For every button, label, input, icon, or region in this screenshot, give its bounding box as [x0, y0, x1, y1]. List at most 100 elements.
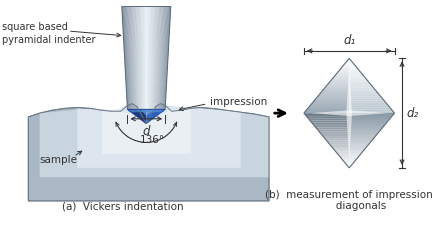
Polygon shape — [128, 6, 133, 109]
Polygon shape — [342, 66, 349, 67]
Polygon shape — [145, 6, 146, 109]
Polygon shape — [328, 142, 349, 144]
Polygon shape — [320, 133, 349, 135]
Polygon shape — [345, 62, 349, 64]
Polygon shape — [312, 122, 349, 124]
Polygon shape — [349, 164, 352, 166]
Polygon shape — [349, 159, 357, 161]
Polygon shape — [317, 95, 349, 97]
Polygon shape — [346, 60, 349, 62]
Polygon shape — [156, 6, 160, 109]
Polygon shape — [349, 162, 354, 164]
Polygon shape — [349, 110, 388, 116]
Polygon shape — [349, 89, 376, 91]
Polygon shape — [342, 159, 349, 161]
Polygon shape — [349, 119, 390, 120]
Polygon shape — [310, 120, 349, 122]
Polygon shape — [313, 124, 349, 126]
Polygon shape — [349, 133, 378, 135]
Polygon shape — [126, 6, 131, 109]
Polygon shape — [320, 91, 349, 93]
Polygon shape — [349, 128, 382, 130]
Polygon shape — [349, 77, 366, 79]
Polygon shape — [319, 93, 349, 95]
Polygon shape — [349, 139, 373, 140]
Polygon shape — [349, 140, 372, 142]
Polygon shape — [304, 113, 349, 115]
Polygon shape — [162, 6, 167, 109]
Polygon shape — [322, 89, 349, 91]
Polygon shape — [141, 109, 156, 116]
Polygon shape — [349, 64, 355, 66]
Polygon shape — [349, 155, 360, 157]
Polygon shape — [125, 6, 130, 109]
Polygon shape — [154, 6, 158, 109]
Polygon shape — [349, 108, 392, 109]
Polygon shape — [349, 82, 370, 84]
Polygon shape — [140, 6, 142, 109]
Polygon shape — [148, 6, 149, 109]
Polygon shape — [332, 148, 349, 150]
Polygon shape — [349, 144, 369, 146]
Polygon shape — [328, 82, 349, 84]
Polygon shape — [349, 157, 358, 159]
Polygon shape — [331, 79, 349, 80]
Polygon shape — [159, 6, 163, 109]
Polygon shape — [315, 99, 349, 100]
Polygon shape — [305, 109, 349, 111]
Polygon shape — [147, 6, 148, 109]
Polygon shape — [349, 58, 351, 60]
Polygon shape — [150, 6, 152, 109]
Polygon shape — [349, 100, 385, 102]
Polygon shape — [349, 148, 366, 150]
Polygon shape — [349, 104, 388, 106]
Polygon shape — [162, 6, 168, 109]
Polygon shape — [337, 71, 349, 73]
Text: d₂: d₂ — [407, 107, 419, 120]
Polygon shape — [349, 122, 387, 124]
Polygon shape — [142, 6, 144, 109]
Polygon shape — [349, 153, 361, 155]
Polygon shape — [143, 6, 144, 109]
Polygon shape — [349, 106, 390, 108]
Polygon shape — [349, 146, 367, 148]
Polygon shape — [349, 150, 364, 152]
Polygon shape — [348, 58, 349, 60]
Polygon shape — [336, 152, 349, 153]
Polygon shape — [315, 126, 349, 128]
Polygon shape — [163, 6, 169, 109]
Polygon shape — [343, 161, 349, 162]
Polygon shape — [349, 113, 395, 115]
Polygon shape — [148, 6, 150, 109]
Polygon shape — [334, 150, 349, 152]
Polygon shape — [324, 88, 349, 89]
Polygon shape — [349, 80, 369, 82]
Polygon shape — [133, 6, 137, 109]
Polygon shape — [349, 91, 378, 93]
Polygon shape — [349, 102, 387, 104]
Polygon shape — [308, 119, 349, 120]
Polygon shape — [349, 62, 354, 64]
Polygon shape — [349, 69, 360, 71]
Polygon shape — [316, 128, 349, 130]
Polygon shape — [131, 6, 135, 109]
Polygon shape — [127, 6, 133, 109]
Polygon shape — [158, 6, 162, 109]
Polygon shape — [317, 130, 349, 131]
Polygon shape — [124, 6, 130, 109]
Polygon shape — [349, 84, 372, 86]
Polygon shape — [102, 108, 190, 154]
Polygon shape — [137, 6, 139, 109]
Polygon shape — [312, 102, 349, 104]
Polygon shape — [349, 120, 388, 122]
Polygon shape — [319, 131, 349, 133]
Polygon shape — [136, 6, 139, 109]
Polygon shape — [132, 6, 136, 109]
Polygon shape — [313, 100, 349, 102]
Polygon shape — [165, 6, 171, 109]
Polygon shape — [157, 6, 161, 109]
Polygon shape — [349, 95, 381, 97]
Polygon shape — [156, 6, 159, 109]
Polygon shape — [349, 161, 355, 162]
Polygon shape — [304, 111, 349, 113]
